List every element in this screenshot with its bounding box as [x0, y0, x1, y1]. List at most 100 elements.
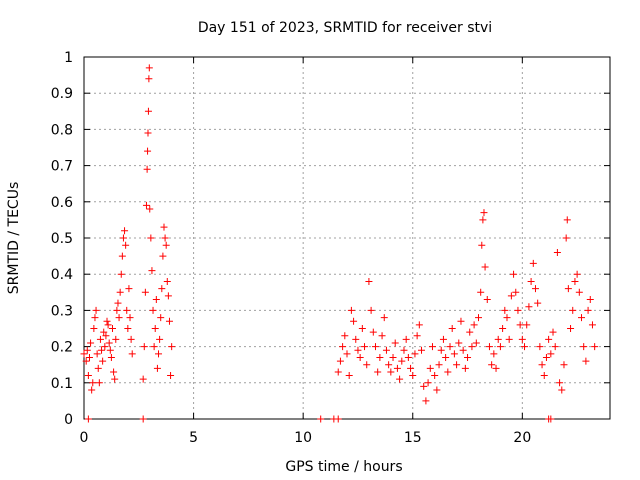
data-point	[143, 165, 151, 173]
data-point	[413, 332, 421, 340]
x-tick-label: 20	[513, 430, 531, 446]
data-point	[110, 368, 118, 376]
data-point	[507, 292, 515, 300]
data-point	[571, 277, 579, 285]
data-point	[404, 353, 412, 361]
data-point	[569, 306, 577, 314]
data-point	[145, 75, 153, 83]
data-point	[422, 397, 430, 405]
x-axis-label: GPS time / hours	[285, 459, 402, 475]
data-point	[96, 335, 104, 343]
data-point	[549, 328, 557, 336]
data-point	[163, 277, 171, 285]
data-point	[88, 386, 96, 394]
data-point	[503, 314, 511, 322]
data-point	[468, 343, 476, 351]
data-point	[564, 285, 572, 293]
data-point	[409, 372, 417, 380]
data-point	[142, 201, 150, 209]
data-point	[126, 314, 134, 322]
data-point	[84, 415, 92, 423]
data-point	[108, 325, 116, 332]
data-point	[437, 346, 445, 354]
data-point	[112, 335, 120, 343]
data-point	[510, 270, 518, 278]
y-tick-label: 0.8	[51, 122, 73, 138]
data-point	[117, 270, 125, 278]
data-point	[345, 372, 353, 380]
data-point	[479, 216, 487, 224]
data-point	[459, 346, 467, 354]
data-point	[400, 346, 408, 354]
data-point	[481, 263, 489, 271]
data-point	[114, 299, 122, 307]
data-point	[540, 372, 548, 380]
data-point	[80, 350, 88, 358]
data-point	[339, 343, 347, 351]
data-point	[584, 306, 592, 314]
x-tick-label: 10	[294, 430, 312, 446]
data-point	[145, 64, 153, 72]
data-point	[512, 288, 520, 296]
data-point	[93, 350, 101, 358]
data-point	[505, 335, 513, 343]
data-point	[531, 285, 539, 293]
data-point	[385, 361, 393, 369]
data-point	[111, 375, 119, 383]
data-point	[354, 346, 362, 354]
data-point	[358, 325, 366, 332]
data-point	[424, 379, 432, 387]
data-point	[446, 343, 454, 351]
data-point	[106, 346, 114, 354]
data-point	[501, 306, 509, 314]
data-point	[475, 314, 482, 322]
data-point	[159, 252, 167, 260]
data-point	[121, 227, 129, 235]
data-point	[567, 325, 575, 332]
data-point	[527, 277, 535, 285]
data-point	[455, 339, 463, 347]
y-tick-label: 0	[64, 412, 73, 428]
data-point	[472, 339, 480, 347]
data-point	[361, 343, 369, 351]
data-point	[378, 332, 386, 340]
data-point	[92, 306, 100, 314]
data-point	[157, 314, 165, 322]
data-point	[334, 368, 342, 376]
data-point	[582, 357, 590, 365]
data-point	[352, 335, 360, 343]
data-point	[363, 361, 371, 369]
data-point	[83, 346, 91, 354]
data-point	[158, 285, 166, 293]
data-point	[98, 346, 106, 354]
axes: 00.10.20.30.40.50.60.70.80.910 5 10 15 20	[51, 50, 611, 446]
data-point	[124, 325, 132, 332]
data-point	[563, 216, 571, 224]
data-point	[542, 353, 550, 361]
data-point	[516, 321, 524, 329]
data-point	[393, 364, 401, 372]
data-point	[521, 343, 529, 351]
data-point	[87, 339, 95, 347]
data-point	[151, 325, 159, 332]
data-point	[466, 328, 474, 336]
y-tick-label: 1	[64, 50, 73, 66]
chart-title: Day 151 of 2023, SRMTID for receiver stv…	[198, 20, 492, 36]
data-point	[104, 321, 112, 329]
data-point	[162, 241, 170, 249]
data-point	[99, 357, 107, 365]
data-point	[457, 317, 465, 325]
data-point	[411, 350, 419, 358]
data-point	[547, 415, 555, 423]
data-point	[148, 267, 156, 275]
data-point	[140, 343, 148, 351]
data-point	[496, 343, 504, 351]
x-tick-label: 0	[80, 430, 89, 446]
data-point	[551, 343, 559, 351]
data-point	[439, 335, 447, 343]
data-point	[523, 321, 531, 329]
data-point	[113, 306, 121, 314]
data-point	[591, 343, 599, 351]
data-point	[490, 350, 498, 358]
data-point	[165, 317, 173, 325]
